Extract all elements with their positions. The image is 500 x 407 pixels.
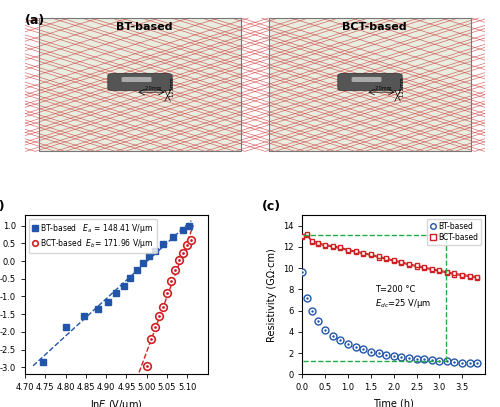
Legend: BT-based   $E_a$ = 148.41 V/μm, BCT-based  $E_b$= 171.96 V/μm: BT-based $E_a$ = 148.41 V/μm, BCT-based … xyxy=(29,219,157,253)
FancyBboxPatch shape xyxy=(352,77,382,82)
FancyBboxPatch shape xyxy=(39,18,241,151)
Text: 1.25mm: 1.25mm xyxy=(400,76,405,97)
FancyBboxPatch shape xyxy=(338,73,402,91)
Text: (b): (b) xyxy=(0,200,6,213)
Text: $E_{dc}$=25 V/μm: $E_{dc}$=25 V/μm xyxy=(376,297,432,310)
Text: T=200 °C: T=200 °C xyxy=(376,284,416,293)
Text: BT-based: BT-based xyxy=(116,22,173,32)
Legend: BT-based, BCT-based: BT-based, BCT-based xyxy=(426,219,481,245)
Text: 2.0mm: 2.0mm xyxy=(144,86,162,91)
Text: (a): (a) xyxy=(25,14,45,27)
X-axis label: Time (h): Time (h) xyxy=(374,398,414,407)
Text: 2.0mm: 2.0mm xyxy=(374,86,392,91)
FancyBboxPatch shape xyxy=(122,77,152,82)
FancyBboxPatch shape xyxy=(108,73,172,91)
Text: BCT-based: BCT-based xyxy=(342,22,407,32)
X-axis label: ln$E$ (V/μm): ln$E$ (V/μm) xyxy=(90,398,142,407)
Text: (c): (c) xyxy=(262,200,281,213)
Y-axis label: Resistivity (GΩ·cm): Resistivity (GΩ·cm) xyxy=(268,248,278,341)
Text: 1.25mm: 1.25mm xyxy=(170,76,175,97)
FancyBboxPatch shape xyxy=(269,18,471,151)
